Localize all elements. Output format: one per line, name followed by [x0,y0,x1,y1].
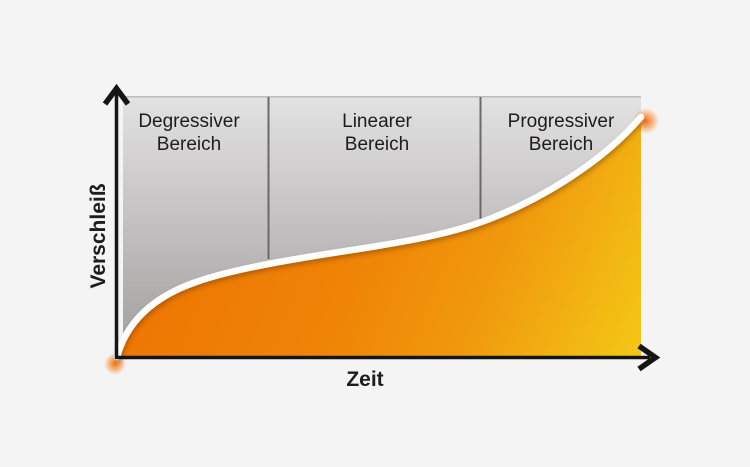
x-axis-label: Zeit [346,368,383,391]
region-degressiv-label-line1: Degressiver [138,111,240,132]
wear-curve [113,113,645,361]
region-progressiv-label-line2: Bereich [529,134,593,155]
x-axis-arrowhead [637,343,661,372]
region-linear-label-line2: Bereich [345,134,409,155]
y-axis-label: Verschleiß [87,183,110,288]
region-linear-label-line1: Linearer [342,111,412,132]
wear-area-fill [117,117,641,357]
region-degressiv-label-line2: Bereich [157,134,221,155]
region-progressiv-label-line1: Progressiver [508,111,615,132]
y-axis-arrowhead [102,83,131,106]
